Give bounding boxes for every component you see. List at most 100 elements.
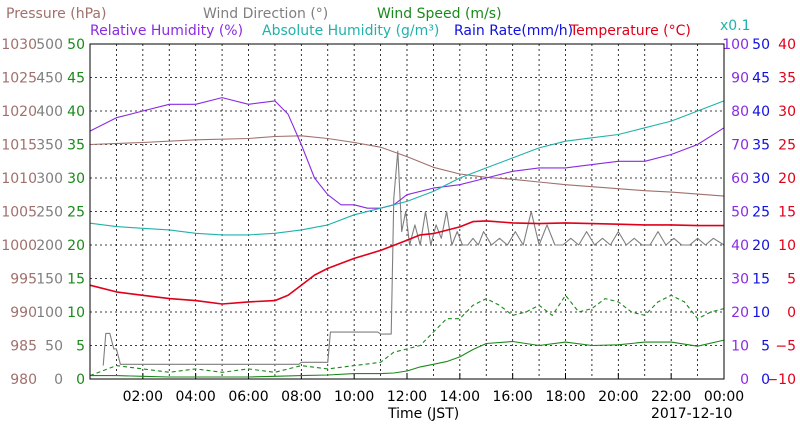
left-axes: 9809859909951000100510101015102010251030… bbox=[1, 37, 85, 388]
pressure-label: Pressure (hPa) bbox=[6, 6, 106, 22]
rain-rate-tick-label: 50 bbox=[752, 37, 770, 53]
humidity-tick-label: 100 bbox=[722, 37, 749, 53]
rain-rate-tick-label: 10 bbox=[752, 305, 770, 321]
wind-speed-tick-label: 15 bbox=[67, 272, 85, 288]
pressure-tick-label: 980 bbox=[10, 372, 37, 388]
x-tick-label: 02:00 bbox=[123, 389, 163, 405]
header-labels: Pressure (hPa) Wind Direction (°) Wind S… bbox=[6, 6, 751, 39]
x-tick-label: 06:00 bbox=[228, 389, 268, 405]
wind-direction-label: Wind Direction (°) bbox=[203, 6, 328, 22]
rain-rate-tick-label: 30 bbox=[752, 171, 770, 187]
humidity-tick-label: 50 bbox=[731, 205, 749, 221]
wind-speed-label: Wind Speed (m/s) bbox=[377, 6, 502, 22]
wind-speed-line bbox=[90, 339, 725, 378]
temperature-tick-label: 10 bbox=[778, 238, 796, 254]
x-tick-label: 18:00 bbox=[545, 389, 585, 405]
wind-direction-tick-label: 400 bbox=[36, 104, 63, 120]
temperature-tick-label: 40 bbox=[778, 37, 796, 53]
temperature-tick-label: −5 bbox=[775, 339, 796, 355]
rain-rate-tick-label: 15 bbox=[752, 272, 770, 288]
humidity-tick-label: 70 bbox=[731, 138, 749, 154]
x-tick-label: 08:00 bbox=[281, 389, 321, 405]
temperature-tick-label: 25 bbox=[778, 138, 796, 154]
wind-direction-tick-label: 100 bbox=[36, 305, 63, 321]
rain-rate-tick-label: 20 bbox=[752, 238, 770, 254]
pressure-tick-label: 1000 bbox=[1, 238, 37, 254]
pressure-tick-label: 1010 bbox=[1, 171, 37, 187]
temperature-tick-label: 35 bbox=[778, 71, 796, 87]
humidity-tick-label: 40 bbox=[731, 238, 749, 254]
wind-direction-tick-label: 350 bbox=[36, 138, 63, 154]
humidity-tick-label: 60 bbox=[731, 171, 749, 187]
wind-speed-tick-label: 0 bbox=[76, 372, 85, 388]
pressure-tick-label: 1015 bbox=[1, 138, 37, 154]
x-tick-label: 04:00 bbox=[175, 389, 215, 405]
wind-speed-tick-label: 45 bbox=[67, 71, 85, 87]
absolute-humidity-line bbox=[89, 100, 725, 236]
wind-direction-tick-label: 450 bbox=[36, 71, 63, 87]
humidity-tick-label: 80 bbox=[731, 104, 749, 120]
temperature-line bbox=[89, 220, 724, 305]
x-tick-label: 00:00 bbox=[704, 389, 744, 405]
wind-speed-tick-label: 50 bbox=[67, 37, 85, 53]
x-axis-title: Time (JST) bbox=[387, 406, 459, 422]
relative-humidity-label: Relative Humidity (%) bbox=[90, 23, 243, 39]
wind-speed-tick-label: 25 bbox=[67, 205, 85, 221]
pressure-tick-label: 995 bbox=[10, 272, 37, 288]
wind-direction-tick-label: 200 bbox=[36, 238, 63, 254]
wind-direction-tick-label: 0 bbox=[54, 372, 63, 388]
humidity-tick-label: 10 bbox=[731, 339, 749, 355]
rain-rate-tick-label: 40 bbox=[752, 104, 770, 120]
wind-speed-tick-label: 40 bbox=[67, 104, 85, 120]
pressure-line bbox=[89, 135, 725, 197]
wind-speed-tick-label: 20 bbox=[67, 238, 85, 254]
rain-rate-tick-label: 45 bbox=[752, 71, 770, 87]
rain-rate-tick-label: 5 bbox=[761, 339, 770, 355]
temperature-tick-label: 30 bbox=[778, 104, 796, 120]
x-tick-label: 14:00 bbox=[440, 389, 480, 405]
wind-direction-tick-label: 250 bbox=[36, 205, 63, 221]
humidity-tick-label: 30 bbox=[731, 272, 749, 288]
wind-speed-tick-label: 35 bbox=[67, 138, 85, 154]
wind-direction-tick-label: 500 bbox=[36, 37, 63, 53]
wind-speed-tick-label: 10 bbox=[67, 305, 85, 321]
right-axes: 0102030405060708090100051015202530354045… bbox=[722, 37, 796, 388]
pressure-tick-label: 1005 bbox=[1, 205, 37, 221]
x-tick-label: 16:00 bbox=[492, 389, 532, 405]
wind-direction-tick-label: 50 bbox=[45, 339, 63, 355]
pressure-tick-label: 1020 bbox=[1, 104, 37, 120]
pressure-tick-label: 1025 bbox=[1, 71, 37, 87]
humidity-tick-label: 90 bbox=[731, 71, 749, 87]
absolute-humidity-scale-label: x0.1 bbox=[720, 18, 751, 34]
temperature-tick-label: −10 bbox=[766, 372, 796, 388]
wind-direction-line bbox=[102, 150, 725, 366]
wind-direction-tick-label: 150 bbox=[36, 272, 63, 288]
pressure-tick-label: 985 bbox=[10, 339, 37, 355]
wind-speed-tick-label: 30 bbox=[67, 171, 85, 187]
rain-rate-label: Rain Rate(mm/h) bbox=[454, 23, 573, 39]
humidity-tick-label: 20 bbox=[731, 305, 749, 321]
wind-direction-tick-label: 300 bbox=[36, 171, 63, 187]
pressure-tick-label: 1030 bbox=[1, 37, 37, 53]
wind-speed-gust-line bbox=[89, 294, 725, 377]
plot-frame bbox=[89, 43, 725, 380]
temperature-label: Temperature (°C) bbox=[569, 23, 691, 39]
rain-rate-tick-label: 0 bbox=[761, 372, 770, 388]
grid bbox=[90, 44, 724, 379]
x-tick-label: 10:00 bbox=[334, 389, 374, 405]
date-label: 2017-12-10 bbox=[651, 406, 732, 422]
temperature-tick-label: 15 bbox=[778, 205, 796, 221]
temperature-tick-label: 20 bbox=[778, 171, 796, 187]
x-tick-label: 20:00 bbox=[598, 389, 638, 405]
pressure-tick-label: 990 bbox=[10, 305, 37, 321]
wind-speed-tick-label: 5 bbox=[76, 339, 85, 355]
humidity-tick-label: 0 bbox=[740, 372, 749, 388]
temperature-tick-label: 5 bbox=[787, 272, 796, 288]
temperature-tick-label: 0 bbox=[787, 305, 796, 321]
rain-rate-tick-label: 35 bbox=[752, 138, 770, 154]
rain-rate-tick-label: 25 bbox=[752, 205, 770, 221]
x-tick-label: 12:00 bbox=[387, 389, 427, 405]
relative-humidity-line bbox=[89, 97, 725, 209]
